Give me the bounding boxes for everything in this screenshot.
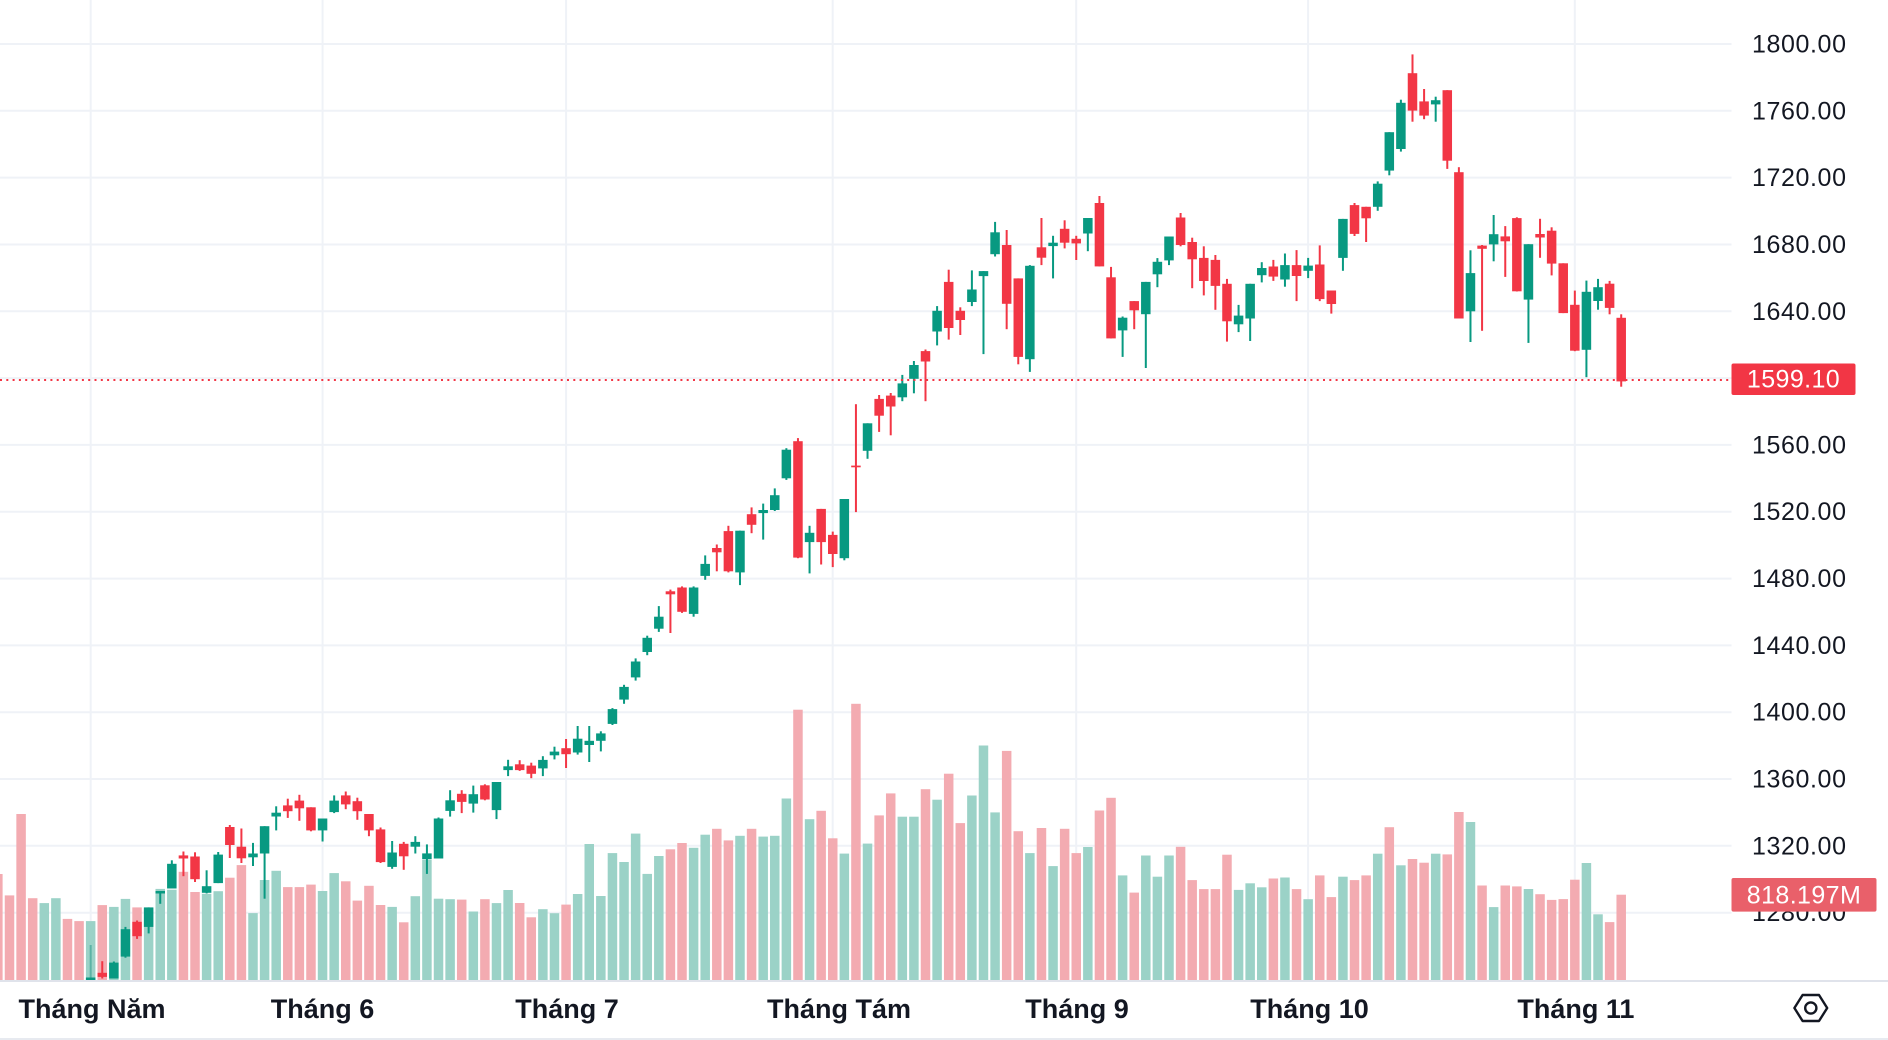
svg-text:1760.00: 1760.00 <box>1752 97 1847 125</box>
svg-text:Tháng 9: Tháng 9 <box>1025 994 1129 1024</box>
svg-text:1720.00: 1720.00 <box>1752 164 1847 192</box>
svg-text:1400.00: 1400.00 <box>1752 699 1847 727</box>
svg-text:Tháng 10: Tháng 10 <box>1250 994 1369 1024</box>
svg-text:1360.00: 1360.00 <box>1752 766 1847 794</box>
svg-text:1800.00: 1800.00 <box>1752 31 1847 59</box>
svg-text:Tháng 6: Tháng 6 <box>271 994 375 1024</box>
svg-text:818.197M: 818.197M <box>1747 882 1861 910</box>
svg-text:Tháng Năm: Tháng Năm <box>18 994 165 1024</box>
svg-text:1320.00: 1320.00 <box>1752 832 1847 860</box>
svg-text:1680.00: 1680.00 <box>1752 231 1847 259</box>
svg-text:1520.00: 1520.00 <box>1752 498 1847 526</box>
svg-text:1560.00: 1560.00 <box>1752 431 1847 459</box>
svg-text:Tháng 11: Tháng 11 <box>1517 994 1634 1024</box>
svg-text:1599.10: 1599.10 <box>1747 366 1840 394</box>
svg-text:1440.00: 1440.00 <box>1752 632 1847 660</box>
svg-text:Tháng Tám: Tháng Tám <box>767 994 911 1024</box>
svg-text:1480.00: 1480.00 <box>1752 565 1847 593</box>
svg-text:Tháng 7: Tháng 7 <box>515 994 619 1024</box>
svg-text:1640.00: 1640.00 <box>1752 298 1847 326</box>
